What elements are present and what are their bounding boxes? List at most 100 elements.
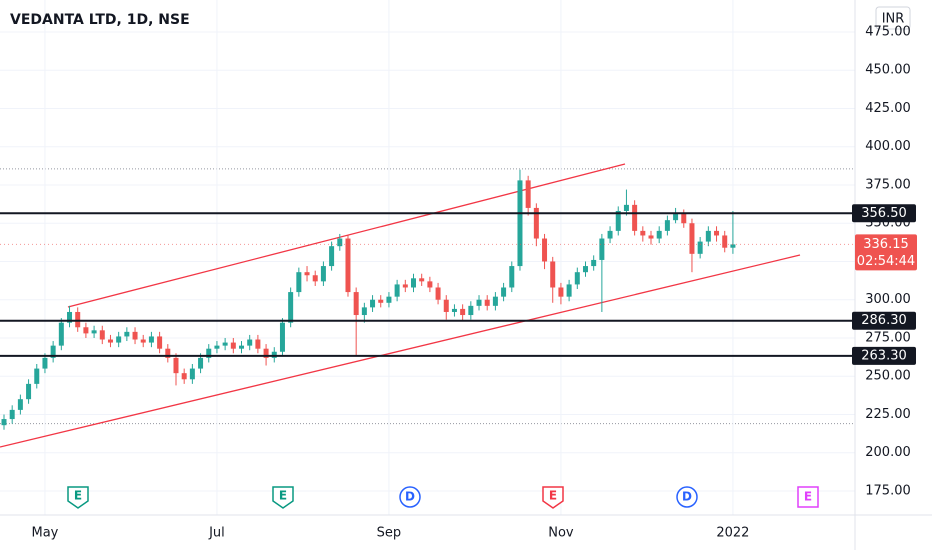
candle-body [157, 336, 163, 349]
level-tag [852, 346, 916, 365]
candle-body [730, 244, 736, 248]
candle-body [296, 272, 302, 293]
candle-body [656, 230, 662, 239]
candle-body [148, 336, 154, 343]
candle-body [689, 223, 695, 254]
candle-body [230, 342, 236, 349]
x-tick-label: Jul [208, 526, 225, 541]
y-tick-label: 175.00 [865, 483, 911, 498]
y-tick-label: 225.00 [865, 407, 911, 422]
candle-body [271, 351, 277, 358]
candle-body [664, 220, 670, 231]
candle-body [255, 339, 261, 349]
candle-body [517, 180, 523, 267]
currency: INR [882, 12, 905, 27]
candle-body [386, 296, 392, 303]
y-tick-label: 300.00 [865, 292, 911, 307]
candle-body [345, 238, 351, 293]
candle-body [411, 278, 416, 288]
candle-body [632, 204, 638, 231]
candle-body [501, 287, 507, 297]
x-tick-label: Sep [377, 526, 402, 541]
currency-box [875, 6, 911, 30]
candle-body [83, 327, 89, 334]
plot [0, 169, 855, 430]
candle-body [181, 373, 187, 380]
event-marker: E [272, 486, 294, 509]
candle-body [132, 331, 138, 340]
candle-body [460, 308, 466, 316]
grid [0, 0, 855, 515]
candle-body [468, 305, 474, 316]
candle-body [107, 339, 113, 343]
candle-body [34, 368, 40, 384]
event-marker: E [542, 486, 564, 509]
event-label: D [405, 490, 415, 504]
candle-body [443, 299, 449, 312]
candle-body [329, 246, 335, 267]
candle-body [165, 348, 171, 358]
event-marker: D [676, 486, 698, 508]
y-tick-label: 375.00 [865, 177, 911, 192]
candle-body [214, 345, 220, 349]
candle-body [189, 368, 195, 380]
y-tick-label: 200.00 [865, 445, 911, 460]
candle-body [435, 287, 441, 300]
candle-body [427, 281, 433, 288]
candle-body [451, 308, 457, 312]
level-label: 263.30 [861, 348, 907, 363]
candle-body [58, 322, 64, 346]
candle-body [492, 296, 498, 306]
candle-body [558, 287, 564, 297]
candle-body [279, 322, 285, 352]
x-tick-label: May [32, 526, 59, 541]
candle-body [607, 230, 613, 239]
event-label: D [682, 490, 692, 504]
candle-body [116, 336, 122, 343]
candle-body [681, 214, 687, 224]
event-marker: D [399, 486, 421, 508]
candle-body [140, 339, 146, 343]
candle-body [239, 345, 245, 349]
y-tick-label: 400.00 [865, 139, 911, 154]
countdown-label: 02:54:44 [857, 254, 915, 269]
candle-body [550, 261, 556, 288]
x-tick-label: Nov [548, 526, 574, 541]
candle-body [9, 409, 15, 420]
candle-body [582, 266, 588, 273]
candle-body [17, 399, 23, 410]
candle-body [263, 348, 269, 358]
candle-body [206, 348, 212, 358]
candle-body [247, 339, 253, 346]
candle-body [509, 266, 515, 288]
candle-body [574, 272, 580, 285]
candle-body [91, 330, 97, 334]
candle-body [75, 311, 81, 328]
event-label: E [279, 489, 287, 503]
last-price-tag [855, 234, 917, 271]
y-tick-label: 250.00 [865, 369, 911, 384]
candle-body [648, 235, 654, 239]
candle-body [476, 299, 482, 306]
candle-body [673, 214, 679, 221]
event-marker: E [67, 486, 89, 509]
axis-layer: 175.00200.00225.00250.00275.00300.00325.… [32, 24, 917, 541]
candle-body [1, 419, 7, 426]
level-tag [852, 204, 916, 223]
candle-body [173, 357, 179, 374]
level-tag [852, 311, 916, 330]
event-label: E [74, 489, 82, 503]
event-marker: E [797, 486, 819, 508]
candle-body [599, 238, 605, 260]
candle-body [623, 204, 629, 211]
y-tick-label: 275.00 [865, 330, 911, 345]
level-label: 356.50 [861, 206, 907, 221]
candle-body [402, 284, 408, 288]
candle-body [67, 311, 73, 323]
candle-body [42, 357, 48, 369]
x-tick-label: 2022 [716, 526, 749, 541]
candle-body [370, 299, 376, 308]
candle-body [591, 259, 597, 267]
candle-body [394, 284, 400, 297]
